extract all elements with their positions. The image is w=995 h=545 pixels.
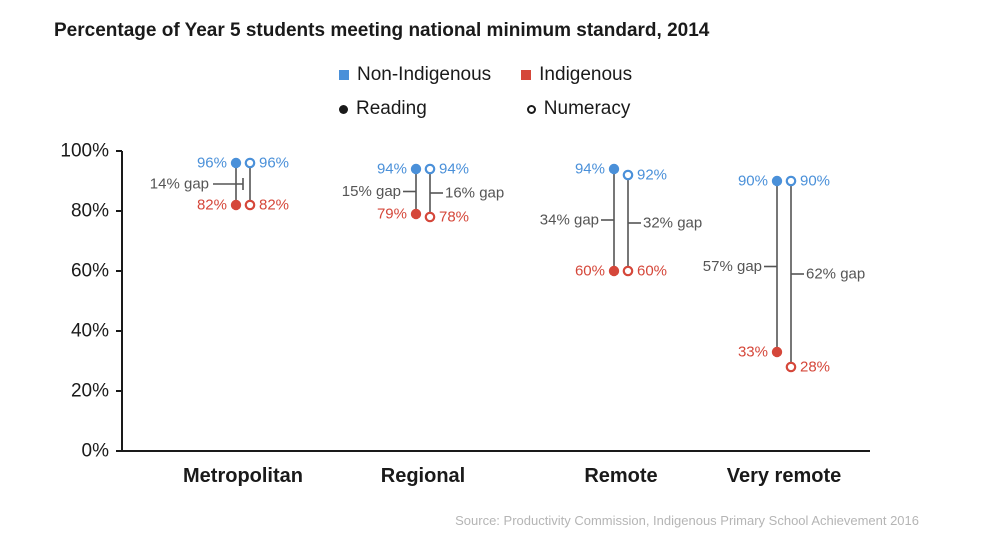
label-numeracy-non-indigenous: 92% bbox=[637, 167, 667, 184]
legend-item-reading: Reading bbox=[339, 98, 427, 120]
label-reading-indigenous: 79% bbox=[377, 206, 407, 223]
category-label-regional: Regional bbox=[381, 465, 465, 487]
point-numeracy-non-indigenous-metropolitan bbox=[244, 157, 256, 169]
point-reading-non-indigenous-very-remote bbox=[771, 175, 783, 187]
label-numeracy-non-indigenous: 90% bbox=[800, 173, 830, 190]
category-label-remote: Remote bbox=[584, 465, 657, 487]
point-numeracy-indigenous-metropolitan bbox=[244, 199, 256, 211]
label-numeracy-non-indigenous: 94% bbox=[439, 161, 469, 178]
label-numeracy-indigenous: 28% bbox=[800, 359, 830, 376]
y-tick-label: 0% bbox=[82, 441, 110, 462]
label-reading-non-indigenous: 94% bbox=[377, 161, 407, 178]
gap-label-reading: 57% gap bbox=[703, 258, 762, 275]
legend-item-indigenous: Indigenous bbox=[521, 64, 632, 86]
legend-open-circle-icon bbox=[526, 104, 536, 114]
y-tick-label: 80% bbox=[71, 201, 109, 222]
y-tick-label: 100% bbox=[60, 141, 109, 162]
legend-label-numeracy: Numeracy bbox=[543, 98, 631, 119]
point-reading-non-indigenous-regional bbox=[410, 163, 422, 175]
y-tick-label: 20% bbox=[71, 381, 109, 402]
y-tick-label: 40% bbox=[71, 321, 109, 342]
chart-title: Percentage of Year 5 students meeting na… bbox=[54, 20, 710, 41]
gap-label-numeracy: 16% gap bbox=[445, 185, 504, 202]
category-label-very-remote: Very remote bbox=[727, 465, 842, 487]
label-numeracy-indigenous: 78% bbox=[439, 209, 469, 226]
point-reading-non-indigenous-metropolitan bbox=[230, 157, 242, 169]
gap-label-reading: 15% gap bbox=[342, 183, 401, 200]
point-reading-indigenous-regional bbox=[410, 208, 422, 220]
point-reading-indigenous-very-remote bbox=[771, 346, 783, 358]
point-numeracy-non-indigenous-very-remote bbox=[785, 175, 797, 187]
point-reading-indigenous-remote bbox=[608, 265, 620, 277]
point-reading-indigenous-metropolitan bbox=[230, 199, 242, 211]
label-numeracy-non-indigenous: 96% bbox=[259, 155, 289, 172]
point-numeracy-indigenous-remote bbox=[622, 265, 634, 277]
legend-item-numeracy: Numeracy bbox=[526, 98, 631, 120]
point-numeracy-indigenous-regional bbox=[424, 211, 436, 223]
label-reading-non-indigenous: 96% bbox=[197, 155, 227, 172]
label-numeracy-indigenous: 60% bbox=[637, 263, 667, 280]
label-reading-indigenous: 82% bbox=[197, 197, 227, 214]
point-numeracy-non-indigenous-regional bbox=[424, 163, 436, 175]
label-numeracy-indigenous: 82% bbox=[259, 197, 289, 214]
legend-filled-circle-icon bbox=[339, 104, 348, 114]
point-reading-non-indigenous-remote bbox=[608, 163, 620, 175]
y-tick-label: 60% bbox=[71, 261, 109, 282]
legend-item-non-indigenous: Non-Indigenous bbox=[339, 64, 491, 86]
legend-subjects: Reading Numeracy bbox=[339, 98, 630, 120]
label-reading-non-indigenous: 90% bbox=[738, 173, 768, 190]
legend-label-reading: Reading bbox=[356, 98, 427, 119]
gap-label-combined: 14% gap bbox=[150, 176, 209, 193]
gap-label-numeracy: 32% gap bbox=[643, 215, 702, 232]
gap-label-reading: 34% gap bbox=[540, 212, 599, 229]
label-reading-non-indigenous: 94% bbox=[575, 161, 605, 178]
legend-label-non-indigenous: Non-Indigenous bbox=[357, 64, 492, 85]
legend-square-non-indigenous bbox=[339, 70, 349, 80]
source-note: Source: Productivity Commission, Indigen… bbox=[455, 513, 919, 528]
legend-groups: Non-Indigenous Indigenous bbox=[339, 64, 632, 86]
gap-label-numeracy: 62% gap bbox=[806, 266, 865, 283]
label-reading-indigenous: 33% bbox=[738, 344, 768, 361]
legend-label-indigenous: Indigenous bbox=[539, 64, 633, 85]
point-numeracy-indigenous-very-remote bbox=[785, 361, 797, 373]
category-label-metropolitan: Metropolitan bbox=[183, 465, 303, 487]
legend-square-indigenous bbox=[521, 70, 532, 80]
point-numeracy-non-indigenous-remote bbox=[622, 169, 634, 181]
label-reading-indigenous: 60% bbox=[575, 263, 605, 280]
